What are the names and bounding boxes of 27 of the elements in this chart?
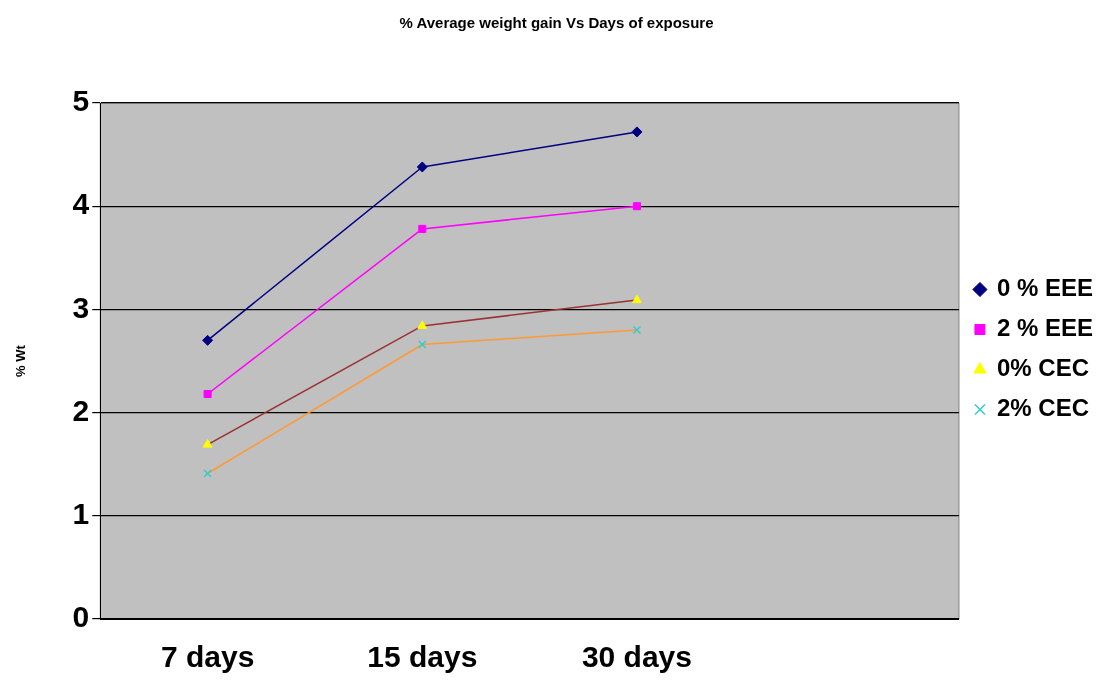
point xyxy=(202,334,214,346)
point xyxy=(631,126,643,138)
point xyxy=(418,340,427,349)
y-tick-label: 4 xyxy=(72,187,90,221)
x-tick-label: 30 days xyxy=(581,640,692,674)
x-tick-label: 7 days xyxy=(160,640,255,674)
legend-label: 0 % EEE xyxy=(996,274,1093,302)
point xyxy=(202,439,213,448)
legend-label: 2 % EEE xyxy=(996,314,1093,342)
x-tick-label: 15 days xyxy=(367,640,478,674)
y-tick-label: 2 xyxy=(72,393,90,427)
point xyxy=(632,294,642,304)
y-axis-title: % Wt xyxy=(13,344,29,377)
y-tick-label: 0 xyxy=(72,600,90,634)
point xyxy=(416,161,428,173)
point xyxy=(632,325,642,335)
y-tick-label: 5 xyxy=(72,84,90,118)
y-tick-label: 1 xyxy=(72,497,90,531)
chart-title: % Average weight gain Vs Days of exposure xyxy=(399,14,714,32)
point xyxy=(203,389,212,399)
legend-label: 0% CEC xyxy=(996,354,1089,382)
point xyxy=(632,202,641,211)
point xyxy=(203,469,212,478)
y-tick-label: 3 xyxy=(72,290,90,324)
point xyxy=(418,224,427,233)
legend-label: 2% CEC xyxy=(996,394,1089,422)
point xyxy=(417,320,428,329)
